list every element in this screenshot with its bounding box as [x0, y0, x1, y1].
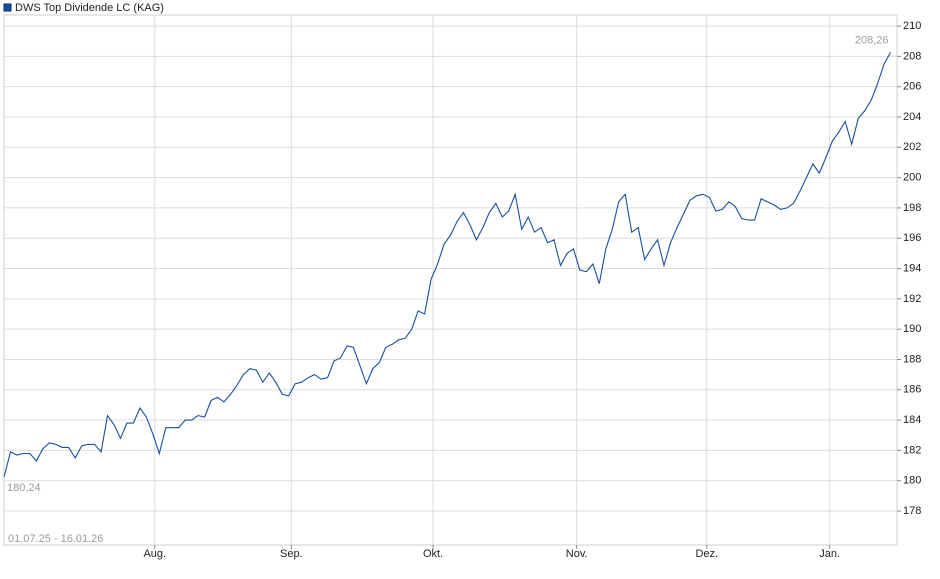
legend-swatch	[3, 3, 12, 12]
start-label: 180,24	[7, 482, 41, 494]
y-tick-label: 202	[903, 141, 921, 153]
y-tick-label: 186	[903, 384, 921, 396]
y-tick-label: 196	[903, 232, 921, 244]
date-range: 01.07.25 - 16.01.26	[8, 533, 103, 545]
legend-label: DWS Top Dividende LC (KAG)	[15, 2, 164, 14]
y-tick-label: 188	[903, 353, 921, 365]
y-tick-label: 206	[903, 81, 921, 93]
y-tick-label: 182	[903, 444, 921, 456]
y-tick-label: 192	[903, 293, 921, 305]
y-tick-label: 178	[903, 505, 921, 517]
y-tick-label: 194	[903, 262, 921, 274]
y-tick-label: 210	[903, 20, 921, 32]
x-tick-label: Jan.	[819, 548, 840, 560]
x-tick-label: Aug.	[143, 548, 166, 560]
y-tick-label: 184	[903, 414, 921, 426]
y-tick-label: 204	[903, 111, 921, 123]
y-tick-label: 180	[903, 475, 921, 487]
y-tick-label: 208	[903, 50, 921, 62]
x-tick-label: Sep.	[280, 548, 303, 560]
price-line	[3, 52, 891, 478]
x-tick-label: Dez.	[695, 548, 718, 560]
end-label: 208,26	[855, 34, 889, 46]
y-tick-label: 198	[903, 202, 921, 214]
y-tick-label: 190	[903, 323, 921, 335]
x-tick-label: Nov.	[566, 548, 588, 560]
x-tick-label: Okt.	[423, 548, 443, 560]
y-tick-label: 200	[903, 172, 921, 184]
plot-area	[3, 14, 898, 546]
